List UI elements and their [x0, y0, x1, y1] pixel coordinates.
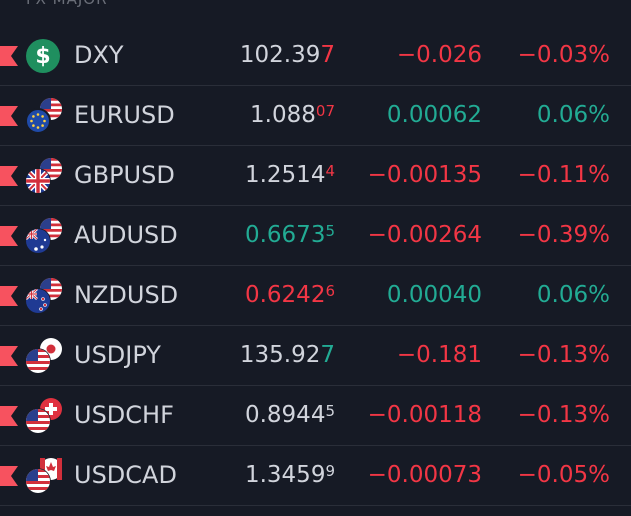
symbol: GBPUSD — [74, 161, 175, 189]
price-main: 1.2514 — [244, 162, 326, 188]
flag-marker-icon[interactable] — [0, 466, 18, 486]
symbol: USDJPY — [74, 341, 161, 369]
change-percent: −0.11% — [517, 162, 610, 188]
change-percent: −0.13% — [517, 402, 610, 428]
price-tail: 07 — [315, 102, 335, 120]
last-price: 1.08807 — [250, 86, 335, 147]
flag-marker-icon[interactable] — [0, 46, 18, 66]
watchlist-row-eurusd[interactable]: EURUSD 1.08807 0.00062 0.06% — [0, 86, 631, 146]
price-main: 135.92 — [239, 342, 321, 368]
usd-chf-flags-icon — [25, 398, 63, 434]
change-percent: 0.06% — [536, 102, 610, 128]
symbol: USDCHF — [74, 401, 174, 429]
change: −0.00135 — [367, 162, 482, 188]
watchlist-row-audusd[interactable]: AUDUSD 0.66735 −0.00264 −0.39% — [0, 206, 631, 266]
change-percent: −0.03% — [517, 42, 610, 68]
usd-jpy-flags-icon — [25, 338, 63, 374]
symbol: NZDUSD — [74, 281, 179, 309]
flag-marker-icon[interactable] — [0, 106, 18, 126]
price-tail: 7 — [320, 342, 335, 368]
change: −0.00264 — [367, 222, 482, 248]
price-main: 1.3459 — [244, 462, 326, 488]
flag-marker-icon[interactable] — [0, 406, 18, 426]
symbol: AUDUSD — [74, 221, 178, 249]
symbol: DXY — [74, 41, 124, 69]
change: 0.00062 — [386, 102, 482, 128]
price-main: 0.8944 — [244, 402, 326, 428]
flag-marker-icon[interactable] — [0, 166, 18, 186]
change: 0.00040 — [386, 282, 482, 308]
flag-marker-icon[interactable] — [0, 286, 18, 306]
price-main: 0.6242 — [244, 282, 326, 308]
price-tail: 5 — [325, 222, 335, 240]
price-main: 1.088 — [250, 102, 316, 128]
watchlist: $ DXY 102.397 −0.026 −0.03% EURUSD 1.088… — [0, 26, 631, 506]
nzd-usd-flags-icon — [25, 278, 63, 314]
change: −0.026 — [396, 42, 482, 68]
change: −0.00118 — [367, 402, 482, 428]
last-price: 0.89445 — [245, 386, 335, 447]
change: −0.00073 — [367, 462, 482, 488]
change-percent: −0.05% — [517, 462, 610, 488]
price-main: 102.39 — [239, 42, 321, 68]
gbp-usd-flags-icon — [25, 158, 63, 194]
change: −0.181 — [396, 342, 482, 368]
watchlist-row-usdchf[interactable]: USDCHF 0.89445 −0.00118 −0.13% — [0, 386, 631, 446]
price-main: 0.6673 — [244, 222, 326, 248]
last-price: 1.34599 — [245, 446, 335, 507]
flag-marker-icon[interactable] — [0, 346, 18, 366]
symbol: EURUSD — [74, 101, 175, 129]
price-tail: 7 — [320, 42, 335, 68]
watchlist-row-nzdusd[interactable]: NZDUSD 0.62426 0.00040 0.06% — [0, 266, 631, 326]
flag-marker-icon[interactable] — [0, 226, 18, 246]
last-price: 0.62426 — [245, 266, 335, 327]
symbol: USDCAD — [74, 461, 177, 489]
svg-text:$: $ — [35, 44, 50, 69]
usd-cad-flags-icon — [25, 458, 63, 494]
price-tail: 5 — [325, 402, 335, 420]
price-tail: 9 — [325, 462, 335, 480]
price-tail: 4 — [325, 162, 335, 180]
eur-usd-flags-icon — [25, 98, 63, 134]
watchlist-row-usdjpy[interactable]: USDJPY 135.927 −0.181 −0.13% — [0, 326, 631, 386]
last-price: 102.397 — [240, 26, 335, 85]
watchlist-row-dxy[interactable]: $ DXY 102.397 −0.026 −0.03% — [0, 26, 631, 86]
dollar-circle-icon: $ — [25, 38, 63, 74]
change-percent: −0.39% — [517, 222, 610, 248]
last-price: 1.25144 — [245, 146, 335, 207]
watchlist-row-gbpusd[interactable]: GBPUSD 1.25144 −0.00135 −0.11% — [0, 146, 631, 206]
last-price: 0.66735 — [245, 206, 335, 267]
price-tail: 6 — [325, 282, 335, 300]
watchlist-row-usdcad[interactable]: USDCAD 1.34599 −0.00073 −0.05% — [0, 446, 631, 506]
last-price: 135.927 — [240, 326, 335, 385]
change-percent: −0.13% — [517, 342, 610, 368]
section-header[interactable]: FX MAJOR — [26, 0, 108, 8]
change-percent: 0.06% — [536, 282, 610, 308]
aud-usd-flags-icon — [25, 218, 63, 254]
